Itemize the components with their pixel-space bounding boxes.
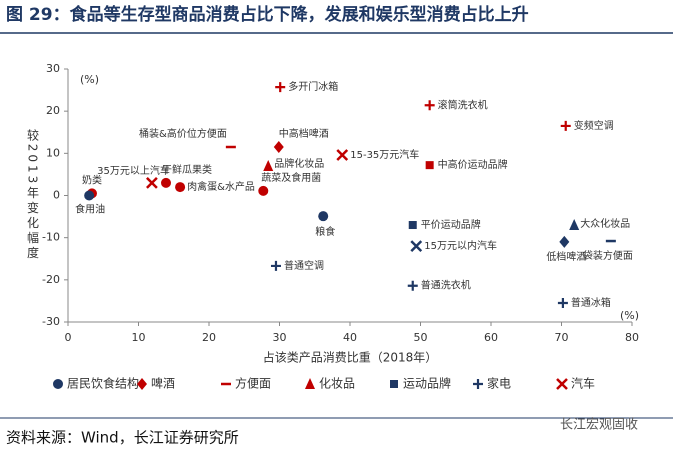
point [410,240,423,252]
legend-label: 方便面 [235,376,271,391]
legend-label: 化妆品 [319,377,355,391]
point [160,177,171,188]
point-label: 粮食 [315,225,335,238]
x-unit: (%) [620,309,639,322]
point [146,176,158,189]
point-label: 35万元以上汽车 [97,164,170,177]
point [175,182,186,193]
y-axis-label: 较2013年变化幅度 [26,127,40,261]
point [569,219,580,231]
point [275,82,286,93]
point-label: 多开门冰箱 [288,80,338,93]
point-label: 蔬菜及食用菌 [261,171,321,184]
point [408,221,417,230]
point-label: 品牌化妆品 [274,157,324,170]
y-tick-label: -10 [42,231,60,244]
point-label: 普通空调 [284,259,324,272]
point-label: 桶装&高价位方便面 [139,127,227,140]
title: 图 29：食品等生存型商品消费占比下降，发展和娱乐型消费占比上升 [6,4,529,25]
point-label: 平价运动品牌 [421,218,481,231]
point [270,260,281,271]
point [336,149,349,161]
point [425,161,434,170]
x-tick-label: 60 [484,331,498,344]
point [559,235,570,248]
point-label: 奶类 [82,173,102,186]
x-axis-label: 占该类产品消费比重（2018年） [263,350,438,365]
watermark: 长江宏观固收 [560,418,638,433]
x-tick-label: 40 [343,331,357,344]
point-label: 低档啤酒 [546,250,586,263]
point-label: 15-35万元汽车 [350,148,419,161]
y-tick-label: -20 [42,273,60,286]
point [424,100,435,111]
point [258,185,269,196]
point-label: 普通冰箱 [571,296,611,309]
y-tick-label: 0 [53,189,60,202]
point [263,159,274,171]
x-tick-label: 50 [414,331,428,344]
point-label: 干鲜瓜果类 [162,163,212,176]
point-label: 大众化妆品 [580,217,630,230]
x-tick-label: 70 [555,331,569,344]
y-tick-label: -30 [42,315,60,328]
y-tick-label: 20 [46,104,60,117]
legend-label: 汽车 [571,376,595,391]
point [318,211,329,222]
x-tick-label: 80 [625,331,639,344]
point-label: 滚筒洗衣机 [438,98,488,111]
point [560,120,571,131]
legend-marker [390,380,398,388]
legend-label: 运动品牌 [403,377,451,391]
y-unit: (%) [80,73,99,86]
legend-label: 居民饮食结构 [67,376,139,391]
legend-marker [305,378,315,389]
x-tick-label: 10 [132,331,146,344]
point-label: 中高价运动品牌 [438,158,508,171]
y-tick-label: 30 [46,62,60,75]
legend-label: 家电 [487,376,511,391]
legend-marker [53,379,63,389]
point [273,141,284,154]
point-label: 袋装方便面 [583,249,633,262]
point [407,280,418,291]
legend-label: 啤酒 [151,376,175,391]
point-label: 肉禽蛋&水产品 [187,180,255,193]
point-label: 食用油 [75,203,105,216]
legend-marker [473,379,483,389]
point-label: 15万元以内汽车 [424,239,497,252]
point-label: 普通洗衣机 [421,279,471,292]
legend-marker [137,378,147,390]
source: 资料来源：Wind，长江证券研究所 [6,429,239,447]
x-tick-label: 0 [65,331,72,344]
point [84,190,95,201]
x-tick-label: 20 [202,331,216,344]
x-tick-label: 30 [273,331,287,344]
y-tick-label: 10 [46,146,60,159]
point-label: 变频空调 [574,119,614,132]
legend-marker [556,378,568,390]
point [557,298,568,309]
point-label: 中高档啤酒 [279,127,329,140]
